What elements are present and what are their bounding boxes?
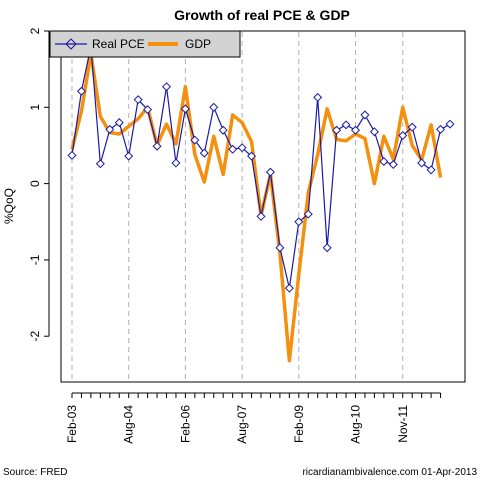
- pce-point: [322, 243, 332, 253]
- pce-point: [247, 151, 257, 161]
- pce-point: [76, 86, 86, 96]
- x-tick-label: Feb-09: [292, 405, 306, 443]
- pce-point: [436, 124, 446, 134]
- pce-point: [360, 110, 370, 120]
- pce-point: [114, 118, 124, 128]
- x-tick-label: Aug-10: [349, 405, 363, 444]
- x-tick-label: Aug-07: [235, 405, 249, 444]
- pce-point: [105, 124, 115, 134]
- pce-point: [133, 95, 143, 105]
- gdp-series-line: [70, 52, 443, 363]
- pce-point: [303, 209, 313, 219]
- pce-point: [152, 141, 162, 151]
- pce-point: [379, 156, 389, 166]
- x-tick-label: Nov-11: [396, 405, 410, 443]
- grid-lines: [71, 32, 404, 381]
- pce-point: [218, 125, 228, 135]
- pce-point: [228, 144, 238, 154]
- pce-point: [256, 211, 266, 221]
- pce-point: [209, 102, 219, 112]
- legend-gdp-label: GDP: [185, 37, 211, 51]
- pce-point: [445, 119, 455, 129]
- pce-point: [124, 151, 134, 161]
- x-tick-label: Feb-03: [65, 405, 79, 443]
- pce-point: [190, 135, 200, 145]
- y-tick-label: -1: [28, 254, 42, 265]
- y-tick-label: 0: [28, 180, 42, 187]
- pce-point: [407, 122, 417, 132]
- x-tick-label: Aug-04: [122, 405, 136, 444]
- y-tick-label: -2: [28, 331, 42, 342]
- pce-point: [67, 150, 77, 160]
- pce-point: [199, 148, 209, 158]
- pce-point: [171, 158, 181, 168]
- legend-pce-marker: [65, 38, 77, 50]
- pce-point: [161, 82, 172, 92]
- y-axis-label: %QoQ: [2, 188, 16, 224]
- pce-point: [332, 125, 342, 135]
- pce-point: [350, 125, 361, 135]
- pce-point: [388, 160, 398, 170]
- credit-note: ricardianambivalence.com 01-Apr-2013: [302, 467, 477, 478]
- legend: Real PCE GDP: [49, 30, 241, 58]
- pce-point: [284, 283, 294, 293]
- axes: Feb-03 Aug-04 Feb-06 Aug-07 Feb-09 Aug-10 Nov-…: [28, 27, 442, 444]
- pce-point: [426, 165, 436, 175]
- pce-point: [180, 104, 190, 114]
- series-layer: [67, 41, 455, 363]
- x-tick-label: Feb-06: [178, 405, 192, 443]
- pce-point: [237, 143, 247, 153]
- legend-pce-label: Real PCE: [92, 37, 145, 51]
- pce-point: [313, 92, 323, 102]
- pce-point: [294, 217, 304, 227]
- pce-point: [398, 131, 408, 141]
- pce-point: [95, 159, 105, 169]
- y-tick-label: 2: [28, 27, 42, 34]
- pce-point: [143, 105, 153, 115]
- pce-point: [265, 167, 275, 177]
- pce-point: [417, 158, 427, 168]
- plot-frame: [60, 30, 466, 383]
- source-note: Source: FRED: [3, 467, 67, 478]
- y-tick-label: 1: [28, 104, 42, 111]
- pce-point: [275, 243, 285, 253]
- pce-point: [341, 120, 351, 130]
- pce-point: [369, 127, 379, 137]
- chart-title: Growth of real PCE & GDP: [174, 7, 350, 23]
